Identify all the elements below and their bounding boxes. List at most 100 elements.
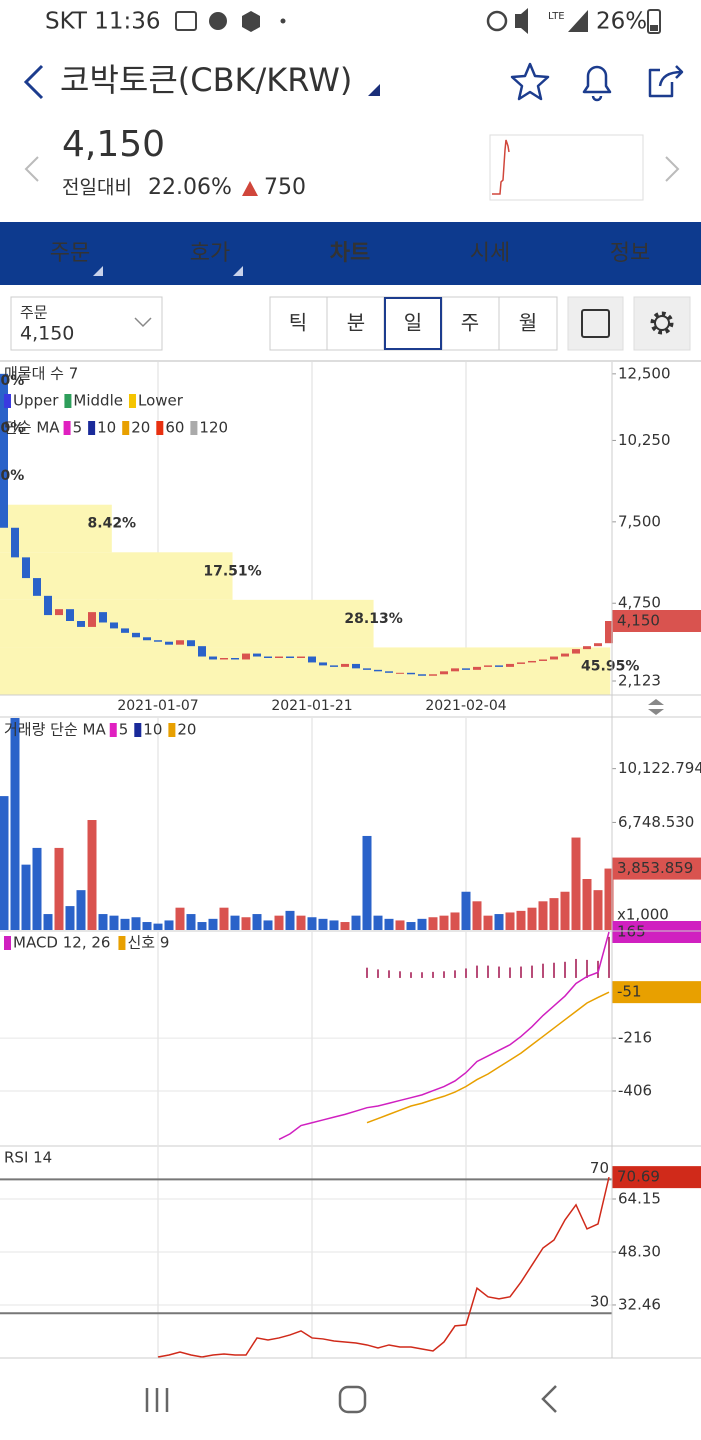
volume-bar xyxy=(329,920,339,930)
volume-bar xyxy=(296,915,306,930)
tab[interactable]: 시세 xyxy=(470,241,510,266)
volume-bar xyxy=(516,910,526,930)
candle xyxy=(429,674,437,676)
volume-profile-label: 0.00% xyxy=(0,373,24,389)
volume-bar xyxy=(175,907,185,930)
current-value-box xyxy=(612,921,701,943)
candle xyxy=(110,622,118,629)
volume-bar xyxy=(307,917,317,930)
y-tick-label: -216 xyxy=(618,1029,652,1047)
svg-text:LTE: LTE xyxy=(548,11,565,22)
period-selected xyxy=(384,297,442,350)
volume-bar xyxy=(120,918,130,930)
period-button[interactable]: 주 xyxy=(461,311,479,335)
sparkline-box xyxy=(489,134,644,201)
period-button[interactable]: 분 xyxy=(347,311,365,335)
volume-bar xyxy=(21,864,31,930)
next-button[interactable] xyxy=(665,156,680,182)
legend-swatch xyxy=(128,394,136,408)
nav-recent[interactable] xyxy=(145,1388,169,1412)
favorite-button[interactable] xyxy=(510,62,550,101)
tab-active[interactable]: 차트 xyxy=(330,241,370,266)
x-tick-label: 2021-01-07 xyxy=(117,698,198,714)
volume-bar xyxy=(406,922,416,930)
tab-bar xyxy=(0,222,701,285)
candle xyxy=(506,663,514,667)
volume-bar xyxy=(164,920,174,930)
period-button[interactable]: 월 xyxy=(519,311,537,335)
order-select-value: 4,150 xyxy=(20,323,74,345)
candle xyxy=(264,656,272,658)
y-tick-label: 48.30 xyxy=(618,1242,661,1260)
share-button[interactable] xyxy=(648,65,684,98)
legend-swatch xyxy=(168,723,176,737)
title-dropdown[interactable] xyxy=(368,84,380,96)
current-value-box xyxy=(612,857,701,880)
legend-label: 20 xyxy=(131,419,150,437)
volume-bar xyxy=(461,891,471,930)
nav-home[interactable] xyxy=(338,1385,367,1414)
volume-bar xyxy=(263,920,273,930)
prev-button[interactable] xyxy=(24,156,39,182)
legend-label: 신호 9 xyxy=(127,934,169,952)
settings-gear xyxy=(650,311,674,335)
settings-gear-ring xyxy=(654,315,670,331)
tab-menu-mark xyxy=(233,266,243,276)
candle xyxy=(528,660,536,663)
order-select[interactable] xyxy=(10,296,163,351)
candle xyxy=(341,663,349,667)
header-title[interactable]: 코박토큰(CBK/KRW) xyxy=(60,61,352,99)
volume-bar xyxy=(10,718,20,930)
candle xyxy=(88,612,96,627)
candle xyxy=(594,643,602,647)
candle xyxy=(363,668,371,670)
legend-swatch xyxy=(4,936,11,950)
legend-swatch xyxy=(63,421,71,435)
y-tick-label: 2,123 xyxy=(618,671,661,689)
tab[interactable]: 주문 xyxy=(50,241,90,266)
draw-icon xyxy=(581,309,610,338)
tab[interactable]: 정보 xyxy=(610,241,650,266)
candle xyxy=(385,671,393,673)
nav-back[interactable] xyxy=(541,1385,557,1413)
period-buttons: 틱 분 일 주 월 xyxy=(269,296,558,351)
volume-bar xyxy=(230,915,240,930)
candle xyxy=(0,373,8,528)
y-unit: x1,000 xyxy=(617,906,669,924)
back-button[interactable] xyxy=(23,64,44,100)
volume-profile-label: 45.95% xyxy=(581,658,639,674)
y-tick-label: 10,250 xyxy=(618,431,671,449)
volume-bar xyxy=(285,910,295,930)
x-tick-label: 2021-02-04 xyxy=(425,698,506,714)
period-button[interactable]: 틱 xyxy=(289,311,307,335)
candle xyxy=(220,658,228,660)
legend-label: Lower xyxy=(138,392,184,410)
tab[interactable]: 호가 xyxy=(190,241,230,266)
volume-bar xyxy=(252,914,262,930)
y-tick-label: 10,122.794 xyxy=(618,759,701,777)
volume-bar xyxy=(527,907,537,930)
draw-button[interactable] xyxy=(567,296,624,351)
legend-swatch xyxy=(118,936,126,950)
volume-profile-label: 28.13% xyxy=(344,611,402,627)
volume-profile-label: 0.00% xyxy=(0,468,24,484)
current-value-box xyxy=(612,610,701,632)
volume-bar xyxy=(428,917,438,930)
legend-swatch xyxy=(190,421,198,435)
period-button[interactable]: 일 xyxy=(404,311,422,335)
legend-label: 60 xyxy=(165,419,184,437)
candle xyxy=(33,578,41,596)
candle xyxy=(539,659,547,661)
legend-label: MACD 12, 26 xyxy=(13,934,110,952)
volume-profile-bar xyxy=(0,647,611,695)
settings-button[interactable] xyxy=(633,296,691,351)
candle xyxy=(99,612,107,623)
volume-bar xyxy=(318,918,328,930)
alarm-button[interactable] xyxy=(582,65,612,102)
change-percent: 22.06% xyxy=(148,175,232,200)
volume-bar xyxy=(582,878,592,930)
change-amount: 750 xyxy=(264,175,306,200)
line-series xyxy=(366,991,610,1124)
volume-bar xyxy=(197,922,207,930)
volume-bar xyxy=(538,901,548,930)
